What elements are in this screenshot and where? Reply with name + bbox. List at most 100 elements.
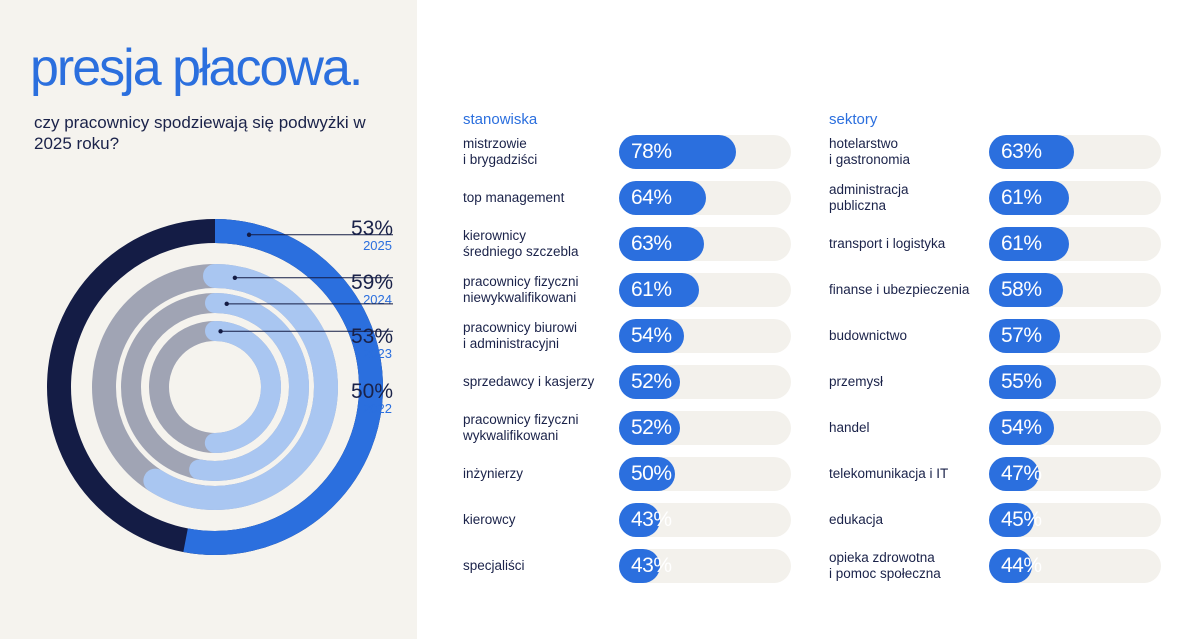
position-bar: 54%: [619, 319, 684, 353]
position-track: 50%: [619, 457, 791, 491]
sector-label: hotelarstwo i gastronomia: [829, 136, 911, 167]
sector-track: 61%: [989, 181, 1161, 215]
sector-label: transport i logistyka: [829, 236, 946, 251]
position-value: 50%: [631, 462, 672, 485]
position-bar: 43%: [619, 503, 672, 537]
position-bar: 78%: [619, 135, 736, 169]
ring-bar-2024: [92, 264, 338, 510]
position-label: mistrzowie i brygadziści: [463, 136, 538, 167]
position-track: 64%: [619, 181, 791, 215]
sector-track: 44%: [989, 549, 1161, 583]
sector-track: 57%: [989, 319, 1161, 353]
ring-bar-2023: [121, 293, 309, 481]
sector-track: 63%: [989, 135, 1161, 169]
sector-bar: 57%: [989, 319, 1060, 353]
position-track: 43%: [619, 503, 791, 537]
position-label: inżynierzy: [463, 466, 524, 481]
position-value: 52%: [631, 416, 672, 439]
ring-value-2024: 59%: [351, 271, 393, 294]
sector-row: budownictwo 57%: [829, 318, 1161, 354]
sector-track: 45%: [989, 503, 1161, 537]
sector-value: 61%: [1001, 232, 1042, 255]
position-track: 52%: [619, 411, 791, 445]
position-row: pracownicy fizyczni niewykwalifikowani 61…: [463, 272, 791, 308]
position-track: 78%: [619, 135, 791, 169]
position-value: 43%: [631, 554, 672, 577]
sector-bar: 44%: [989, 549, 1042, 583]
ring-bar-2025: [47, 219, 383, 555]
sector-value: 61%: [1001, 186, 1042, 209]
position-track: 43%: [619, 549, 791, 583]
position-row: pracownicy biurowi i administracyjni 54%: [463, 318, 791, 354]
sector-label: opieka zdrowotna i pomoc społeczna: [829, 550, 941, 581]
sector-track: 54%: [989, 411, 1161, 445]
position-bar: 52%: [619, 411, 680, 445]
sector-value: 47%: [1001, 462, 1042, 485]
page-subtitle: czy pracownicy spodziewają się podwyżki …: [34, 113, 366, 153]
sector-label: administracja publiczna: [829, 182, 909, 213]
position-value: 54%: [631, 324, 672, 347]
sector-row: handel 54%: [829, 410, 1161, 446]
position-row: kierownicy średniego szczebla 63%: [463, 226, 791, 262]
position-value: 52%: [631, 370, 672, 393]
sector-row: finanse i ubezpieczenia 58%: [829, 272, 1161, 308]
ring-bar-2022: [149, 321, 281, 453]
sector-label: edukacja: [829, 512, 884, 527]
position-value: 61%: [631, 278, 672, 301]
sector-row: administracja publiczna 61%: [829, 180, 1161, 216]
sector-value: 54%: [1001, 416, 1042, 439]
sector-bar: 61%: [989, 181, 1069, 215]
position-value: 78%: [631, 140, 672, 163]
ring-value-2023: 53%: [351, 325, 393, 348]
position-row: top management 64%: [463, 180, 791, 216]
position-row: inżynierzy 50%: [463, 456, 791, 492]
position-label: top management: [463, 190, 565, 205]
position-bar: 61%: [619, 273, 699, 307]
sector-bar: 54%: [989, 411, 1054, 445]
sector-value: 55%: [1001, 370, 1042, 393]
sector-track: 61%: [989, 227, 1161, 261]
position-track: 52%: [619, 365, 791, 399]
position-bar: 43%: [619, 549, 672, 583]
position-value: 63%: [631, 232, 672, 255]
sector-value: 58%: [1001, 278, 1042, 301]
sector-track: 55%: [989, 365, 1161, 399]
position-label: sprzedawcy i kasjerzy: [463, 374, 595, 389]
position-track: 54%: [619, 319, 791, 353]
position-track: 61%: [619, 273, 791, 307]
sector-bar: 45%: [989, 503, 1042, 537]
sector-value: 45%: [1001, 508, 1042, 531]
position-row: specjaliści 43%: [463, 548, 791, 584]
sector-label: finanse i ubezpieczenia: [829, 282, 970, 297]
sector-bar: 58%: [989, 273, 1063, 307]
left-panel: presja płacowa. czy pracownicy spodziewa…: [0, 0, 417, 639]
sector-label: przemysł: [829, 374, 884, 389]
sector-bar: 55%: [989, 365, 1056, 399]
position-bar: 50%: [619, 457, 675, 491]
sector-value: 44%: [1001, 554, 1042, 577]
position-label: pracownicy biurowi i administracyjni: [463, 320, 578, 351]
position-track: 63%: [619, 227, 791, 261]
sector-row: przemysł 55%: [829, 364, 1161, 400]
ring-value-2022: 50%: [351, 380, 393, 403]
sector-label: budownictwo: [829, 328, 908, 343]
sector-row: transport i logistyka 61%: [829, 226, 1161, 262]
ring-year-2024: 2024: [363, 292, 392, 307]
sector-label: handel: [829, 420, 870, 435]
sector-track: 58%: [989, 273, 1161, 307]
position-row: pracownicy fizyczni wykwalifikowani 52%: [463, 410, 791, 446]
position-value: 64%: [631, 186, 672, 209]
position-row: kierowcy 43%: [463, 502, 791, 538]
position-bar: 63%: [619, 227, 704, 261]
position-bar: 52%: [619, 365, 680, 399]
ring-year-2023: 2023: [363, 346, 392, 361]
sector-row: opieka zdrowotna i pomoc społeczna 44%: [829, 548, 1161, 584]
sector-bar: 61%: [989, 227, 1069, 261]
sector-row: edukacja 45%: [829, 502, 1161, 538]
position-row: sprzedawcy i kasjerzy 52%: [463, 364, 791, 400]
position-row: mistrzowie i brygadziści 78%: [463, 134, 791, 170]
position-value: 43%: [631, 508, 672, 531]
position-label: kierownicy średniego szczebla: [463, 228, 579, 259]
sector-bar: 47%: [989, 457, 1042, 491]
